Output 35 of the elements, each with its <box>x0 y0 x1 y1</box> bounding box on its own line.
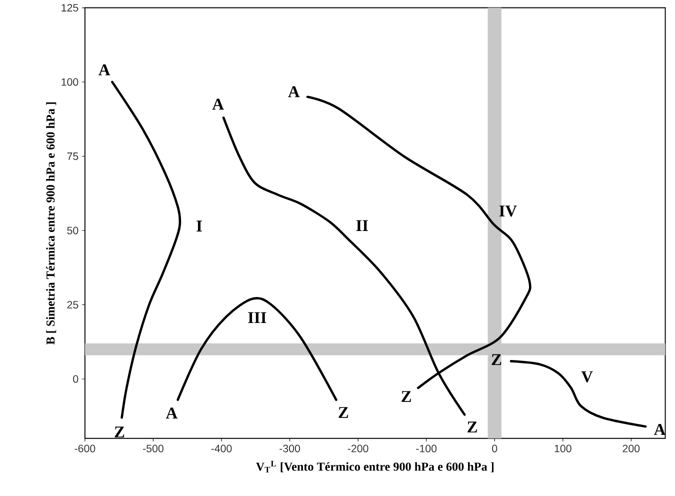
annotation: I <box>196 220 202 232</box>
line-series <box>176 297 338 402</box>
annotation: A <box>98 64 110 76</box>
annotation: Z <box>338 407 348 418</box>
x-tick-label: 200 <box>622 444 640 452</box>
x-tick-label: 100 <box>554 444 572 452</box>
x-tick-label: -600 <box>74 444 96 452</box>
y-tick-label: 125 <box>62 4 78 12</box>
y-tick-label: 100 <box>62 78 78 86</box>
annotation: A <box>166 408 178 419</box>
x-tick-label: 0 <box>492 444 498 452</box>
x-axis-title: V$_{T}$$^{L}$ [Vento Térmico entre 900 hPa e 600 hPa ] <box>256 460 494 472</box>
annotation: IV <box>499 206 517 217</box>
x-tick-label: -400 <box>211 444 232 452</box>
x-tick-label: -200 <box>348 444 368 452</box>
annotation: V <box>581 371 593 383</box>
annotation: A <box>288 86 300 98</box>
x-tick-label: -500 <box>143 444 164 452</box>
annotation: III <box>248 312 266 324</box>
line-series <box>510 360 647 428</box>
x-tick-label: -300 <box>280 444 300 452</box>
annotation: Z <box>402 391 411 402</box>
y-tick-label: 0 <box>73 375 78 383</box>
y-tick-label: 75 <box>67 152 78 160</box>
annotation: Z <box>468 422 477 433</box>
annotation: A <box>212 98 224 110</box>
annotation: Z <box>114 426 124 438</box>
annotation: A <box>654 424 666 436</box>
annotation: II <box>356 220 368 232</box>
x-tick-label: -100 <box>416 444 437 452</box>
y-tick-label: 25 <box>67 301 78 309</box>
y-tick-label: 50 <box>67 226 78 234</box>
y-axis-title: B [ Simetria Térmica entre 900 hPa e 600 hPa ] <box>46 102 56 345</box>
line-series <box>111 80 182 419</box>
annotation: Z <box>492 354 502 366</box>
